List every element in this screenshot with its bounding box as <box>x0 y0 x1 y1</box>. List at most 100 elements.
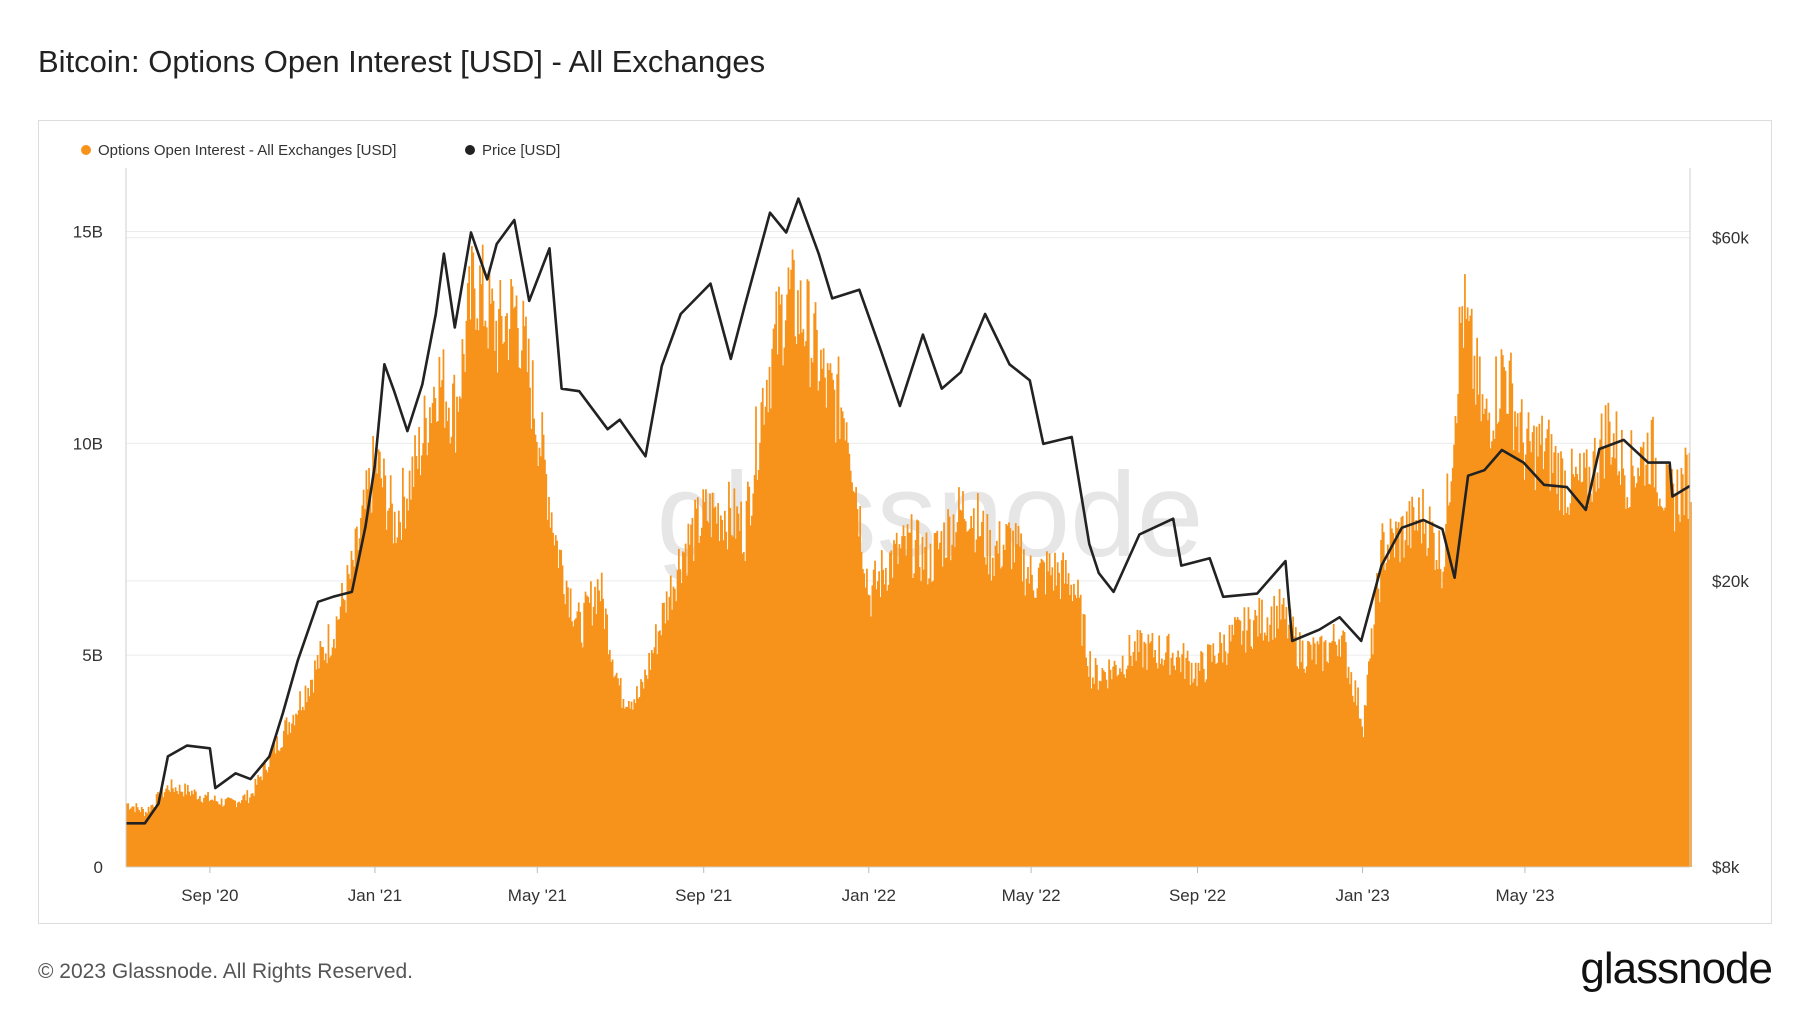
oi-bar <box>241 800 243 867</box>
oi-bar <box>1060 560 1063 867</box>
oi-bar <box>177 794 180 867</box>
oi-bar <box>1240 644 1243 867</box>
oi-bar <box>1077 579 1079 867</box>
oi-bar <box>312 692 315 867</box>
oi-bar <box>1575 466 1577 867</box>
oi-bar <box>1255 615 1258 867</box>
oi-bar <box>314 660 316 867</box>
oi-bar <box>1328 642 1331 867</box>
brand-logo: glassnode <box>1580 944 1773 993</box>
oi-bar <box>862 569 864 867</box>
oi-bar <box>1221 662 1224 867</box>
oi-bar <box>703 501 706 867</box>
oi-bar <box>876 581 879 867</box>
oi-bar <box>1484 408 1487 867</box>
oi-bar <box>1579 453 1581 867</box>
oi-bar <box>1608 421 1611 867</box>
oi-bar <box>546 519 549 867</box>
legend-item-price[interactable]: Price [USD] <box>482 142 560 159</box>
oi-bar <box>1331 640 1334 867</box>
oi-bar <box>242 795 245 867</box>
oi-bar <box>1236 617 1239 867</box>
oi-bar <box>372 436 374 867</box>
oi-bar <box>1470 308 1473 868</box>
oi-bar <box>702 489 705 867</box>
oi-bar <box>687 523 690 867</box>
oi-bar <box>844 440 847 867</box>
oi-bar <box>1040 558 1043 867</box>
oi-bar <box>1308 641 1311 867</box>
oi-bar <box>1570 448 1573 867</box>
oi-bar <box>1271 639 1274 867</box>
oi-bar <box>1174 670 1177 867</box>
oi-bar <box>130 808 132 867</box>
oi-bar <box>453 374 456 867</box>
oi-bar <box>619 677 622 867</box>
oi-bar <box>342 598 345 867</box>
oi-bar <box>1576 473 1579 867</box>
oi-bar <box>322 647 324 867</box>
oi-bar <box>899 548 902 867</box>
oi-bar <box>667 620 669 867</box>
oi-bar <box>197 798 200 867</box>
oi-bar <box>1081 645 1083 867</box>
oi-bar <box>1641 447 1644 867</box>
oi-bar <box>698 542 701 867</box>
legend-item-oi[interactable]: Options Open Interest - All Exchanges [U… <box>98 142 396 159</box>
y-left-tick-label: 15B <box>73 223 103 242</box>
oi-bar <box>1369 658 1372 867</box>
oi-bar <box>1386 544 1389 867</box>
oi-bar <box>427 442 430 867</box>
oi-bar <box>1599 439 1602 867</box>
oi-bar <box>1483 414 1485 867</box>
x-tick-label: Jan '22 <box>842 886 896 905</box>
oi-bar <box>1101 668 1104 867</box>
oi-bar <box>136 807 139 867</box>
oi-bar <box>230 798 232 867</box>
oi-bar <box>222 806 224 867</box>
oi-bar <box>370 512 373 867</box>
oi-bar <box>412 486 415 867</box>
oi-bar <box>707 522 710 867</box>
oi-bar <box>522 300 525 867</box>
oi-bar <box>661 603 664 867</box>
oi-bar <box>1514 411 1516 867</box>
oi-bar <box>569 588 572 867</box>
oi-bar <box>446 421 449 867</box>
oi-bar <box>483 326 485 867</box>
oi-bar <box>964 521 967 867</box>
oi-bar <box>1606 446 1608 867</box>
oi-bar <box>272 748 274 867</box>
oi-bar <box>1566 507 1569 867</box>
oi-bar <box>1075 598 1078 867</box>
legend: Options Open Interest - All Exchanges [U… <box>81 142 560 159</box>
oi-bar <box>1108 659 1110 867</box>
oi-bar <box>588 602 591 867</box>
oi-bar <box>1646 432 1649 867</box>
oi-bar <box>1070 584 1073 867</box>
oi-bar <box>268 767 270 867</box>
oi-bar <box>485 327 488 868</box>
oi-bar <box>1005 524 1008 867</box>
oi-bar <box>278 751 281 867</box>
oi-bar <box>1545 438 1547 867</box>
oi-bar <box>491 288 494 867</box>
oi-bar <box>1409 548 1412 867</box>
oi-bar <box>568 617 571 867</box>
oi-bar <box>886 590 889 867</box>
oi-bar <box>1001 566 1004 867</box>
oi-bar <box>527 338 530 867</box>
oi-bar <box>629 708 632 867</box>
oi-bar <box>281 747 284 867</box>
oi-bar <box>1419 518 1422 867</box>
oi-bar <box>1481 394 1484 867</box>
oi-bar <box>1407 545 1409 867</box>
oi-bar <box>374 447 377 867</box>
oi-bar <box>1117 674 1120 867</box>
oi-bar <box>797 290 799 868</box>
oi-bar <box>966 531 968 867</box>
oi-bar <box>1372 654 1374 867</box>
oi-bar <box>1561 458 1564 867</box>
oi-bar <box>1673 531 1676 867</box>
